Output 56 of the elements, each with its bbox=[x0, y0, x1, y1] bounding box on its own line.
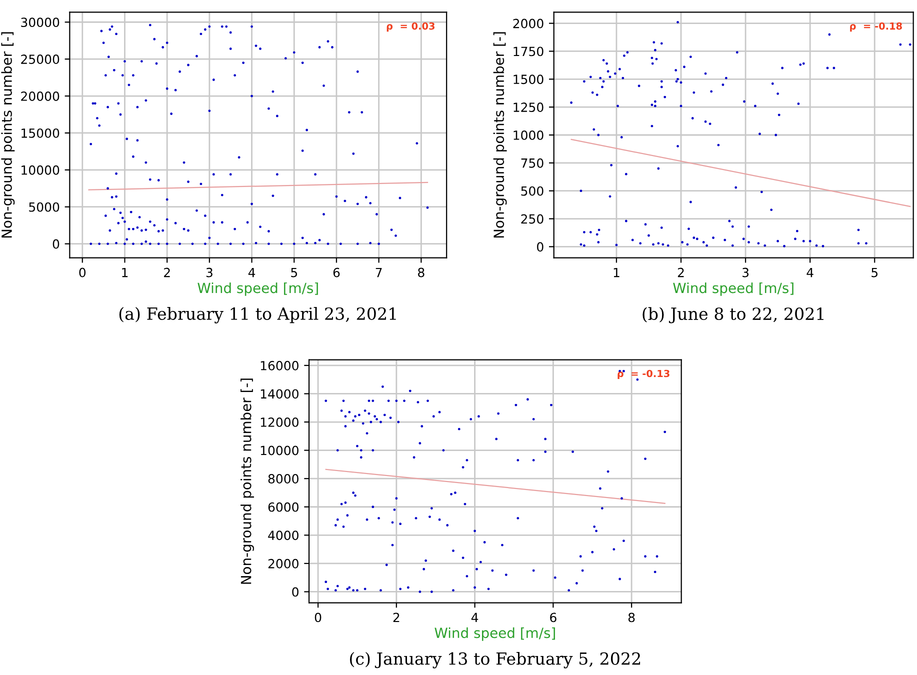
text: (a) February 11 to April 23, 2021 bbox=[119, 307, 396, 324]
y-tick-label: 16000 bbox=[260, 360, 298, 370]
x-tick-label: 4 bbox=[248, 268, 256, 278]
x-tick-label: 7 bbox=[376, 268, 382, 278]
annotation: ρ = -0.18 bbox=[850, 22, 902, 32]
x-tick-label: 1 bbox=[614, 268, 620, 278]
x-axis-title: Wind speed [m/s] bbox=[434, 627, 555, 641]
x-tick-label: 8 bbox=[628, 612, 635, 622]
text: (c) January 13 to February 5, 2022 bbox=[350, 652, 640, 668]
y-tick-label: 1250 bbox=[514, 102, 544, 112]
y-axis-title: Non-ground points number [-] bbox=[493, 32, 507, 238]
y-tick-label: 14000 bbox=[260, 389, 298, 399]
y-axis-title: Non-ground points number [-] bbox=[240, 378, 254, 584]
y-tick-label: 0 bbox=[52, 239, 60, 249]
x-tick-label: 4 bbox=[471, 612, 478, 622]
x-axis-title: Wind speed [m/s] bbox=[673, 282, 794, 296]
x-tick-label: 3 bbox=[206, 268, 212, 278]
y-tick-label: 10000 bbox=[22, 165, 60, 175]
y-tick-label: 250 bbox=[521, 214, 544, 224]
y-tick-label: 15000 bbox=[22, 128, 60, 138]
x-tick-label: 8 bbox=[418, 268, 424, 278]
x-tick-label: 6 bbox=[550, 612, 556, 622]
x-tick-label: 0 bbox=[79, 268, 86, 278]
y-tick-label: 5000 bbox=[29, 202, 60, 212]
y-tick-label: 30000 bbox=[21, 18, 60, 28]
y-tick-label: 0 bbox=[292, 587, 298, 597]
x-tick-label: 2 bbox=[393, 612, 400, 622]
annotation: ρ = 0.03 bbox=[386, 22, 434, 32]
text: (b) June 8 to 22, 2021 bbox=[642, 307, 824, 324]
y-tick-label: 20000 bbox=[21, 91, 60, 101]
x-tick-label: 5 bbox=[872, 268, 878, 278]
y-tick-label: 1500 bbox=[514, 74, 544, 84]
x-axis-title: Wind speed [m/s] bbox=[198, 282, 318, 296]
x-tick-label: 4 bbox=[806, 268, 814, 278]
y-tick-label: 4000 bbox=[268, 530, 298, 540]
y-tick-label: 2000 bbox=[513, 18, 544, 28]
x-tick-label: 2 bbox=[678, 268, 684, 278]
x-tick-label: 1 bbox=[122, 268, 128, 278]
y-tick-label: 6000 bbox=[268, 502, 298, 512]
x-tick-label: 5 bbox=[291, 268, 298, 278]
x-tick-label: 2 bbox=[164, 268, 170, 278]
y-tick-label: 2000 bbox=[268, 558, 298, 568]
y-tick-label: 1000 bbox=[514, 130, 544, 140]
y-tick-label: 25000 bbox=[21, 54, 60, 64]
y-axis-title: Non-ground points number [-] bbox=[1, 32, 15, 238]
y-tick-label: 750 bbox=[521, 158, 544, 168]
y-tick-label: 1750 bbox=[514, 46, 544, 56]
y-tick-label: 0 bbox=[537, 242, 544, 252]
annotation: ρ = -0.13 bbox=[618, 370, 670, 380]
x-tick-label: 6 bbox=[333, 268, 340, 278]
y-tick-label: 8000 bbox=[268, 474, 298, 484]
y-tick-label: 12000 bbox=[260, 417, 298, 427]
x-tick-label: 0 bbox=[314, 612, 322, 622]
y-tick-label: 10000 bbox=[260, 446, 298, 456]
x-tick-label: 3 bbox=[742, 268, 749, 278]
y-tick-label: 500 bbox=[521, 186, 544, 196]
